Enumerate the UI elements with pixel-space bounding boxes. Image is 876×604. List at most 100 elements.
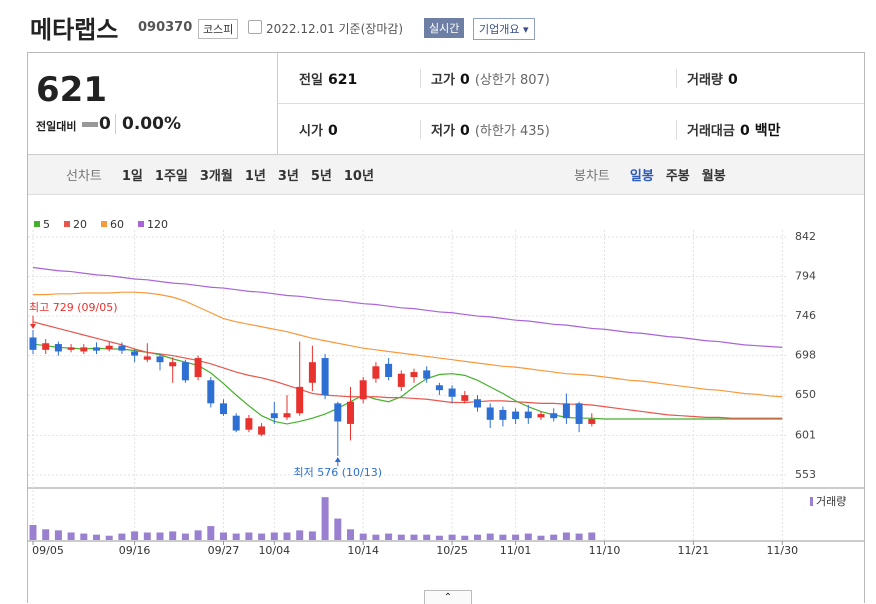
period-option[interactable]: 5년 xyxy=(310,169,332,184)
volume-bar xyxy=(372,534,380,540)
ma-line xyxy=(33,291,783,398)
prev: 621 xyxy=(328,72,358,88)
amount-label: 거래대금 xyxy=(687,124,735,139)
collapse-tab[interactable]: ⌃ xyxy=(424,590,472,604)
volume-bar xyxy=(359,533,367,540)
candle-body xyxy=(423,370,431,379)
y-tick-label: 650 xyxy=(795,388,816,401)
annotation: 최고 729 (09/05) xyxy=(29,301,118,314)
volume-bar xyxy=(54,530,62,540)
open-label: 시가 xyxy=(299,124,323,139)
y-tick-label: 553 xyxy=(795,468,816,481)
volume-bar xyxy=(575,533,583,540)
candle-body xyxy=(118,345,126,351)
volume-bar xyxy=(143,532,151,540)
amount: 0 xyxy=(739,123,750,139)
legend-label: 20 xyxy=(73,218,87,231)
candle-body xyxy=(321,358,329,396)
stock-code: 090370 xyxy=(138,20,193,35)
realtime-button[interactable]: 실시간 xyxy=(424,18,465,38)
volume-bar xyxy=(321,497,329,540)
change-label: 전일대비 xyxy=(36,120,77,133)
period-option[interactable]: 3개월 xyxy=(199,169,233,184)
company-label: 기업개요 xyxy=(479,23,520,36)
candle-body xyxy=(245,418,253,430)
candle-body xyxy=(499,409,507,420)
candle-body xyxy=(524,411,532,419)
candle-body xyxy=(474,399,481,408)
candle-body xyxy=(270,413,278,419)
candle-body xyxy=(550,413,558,419)
volume-bar xyxy=(232,533,240,540)
line-label: 선차트 xyxy=(66,169,102,184)
volume-bar xyxy=(499,534,507,540)
volume-bar xyxy=(131,531,139,540)
volume-bar xyxy=(474,534,481,540)
annotation-arrowhead xyxy=(334,457,341,463)
volume-bar xyxy=(80,533,88,540)
volume-bar xyxy=(512,534,520,540)
candle-body xyxy=(308,362,316,383)
volume-bar xyxy=(334,518,342,540)
x-tick-label: 10/14 xyxy=(347,544,379,557)
candle-option[interactable]: 일봉 xyxy=(629,169,654,184)
candle-body xyxy=(296,386,304,414)
candle-body xyxy=(29,337,37,350)
volume-bar xyxy=(93,534,100,540)
y-tick-label: 842 xyxy=(795,230,816,243)
volume-bar xyxy=(397,534,405,540)
candle-body xyxy=(93,347,100,351)
x-tick-label: 09/16 xyxy=(119,544,151,557)
candle-option[interactable]: 월봉 xyxy=(701,169,726,184)
current-price: 621 xyxy=(36,70,107,110)
high-label: 고가 xyxy=(431,73,455,88)
candle-body xyxy=(562,403,570,419)
volume-bar xyxy=(169,531,177,540)
volume-bar xyxy=(270,532,278,540)
y-tick-label: 794 xyxy=(795,270,816,283)
candle-body xyxy=(385,363,393,377)
candle-body xyxy=(372,366,380,379)
period-option[interactable]: 1년 xyxy=(244,169,266,184)
period-option[interactable]: 3년 xyxy=(277,169,299,184)
candle-body xyxy=(181,362,189,381)
volume-bar xyxy=(347,529,354,540)
date: 2022.12.01 기준(장마감) xyxy=(266,22,404,36)
low-label: 저가 xyxy=(431,124,455,139)
volume-bar xyxy=(296,530,304,540)
candle-body xyxy=(207,380,215,404)
volume-bar xyxy=(29,525,37,540)
candle-body xyxy=(54,344,62,352)
prev-label: 전일 xyxy=(299,73,323,88)
divider xyxy=(278,103,864,104)
ma-line xyxy=(32,321,783,419)
candle-body xyxy=(156,356,164,363)
candle-body xyxy=(588,419,596,424)
period-option[interactable]: 10년 xyxy=(343,169,374,184)
candle-body xyxy=(397,373,405,387)
period-option[interactable]: 1일 xyxy=(121,169,143,184)
legend-label: 60 xyxy=(110,218,124,231)
volume-bar xyxy=(550,534,558,540)
volume-bar xyxy=(105,535,113,540)
x-tick-label: 09/27 xyxy=(208,544,240,557)
volume-bar xyxy=(410,534,418,540)
candle-option[interactable]: 주봉 xyxy=(665,169,690,184)
ma-line xyxy=(32,343,783,425)
volume-bar xyxy=(448,534,456,540)
volume-legend: 거래량 xyxy=(816,495,846,508)
market-tag: 코스피 xyxy=(198,19,239,39)
volume-bar xyxy=(156,532,164,540)
period-option[interactable]: 1주일 xyxy=(154,169,188,184)
volume-bar xyxy=(461,535,469,540)
upper-limit: (상한가 807) xyxy=(474,73,550,88)
low: 0 xyxy=(460,123,470,139)
candle-body xyxy=(169,362,177,367)
volume-bar xyxy=(524,533,532,540)
candle-body xyxy=(42,343,50,350)
volume-bar xyxy=(385,533,393,540)
y-tick-label: 601 xyxy=(795,428,816,441)
candle-body xyxy=(67,347,75,350)
company-button[interactable]: 기업개요 ▾ xyxy=(473,18,535,40)
legend-label: 5 xyxy=(43,218,50,231)
